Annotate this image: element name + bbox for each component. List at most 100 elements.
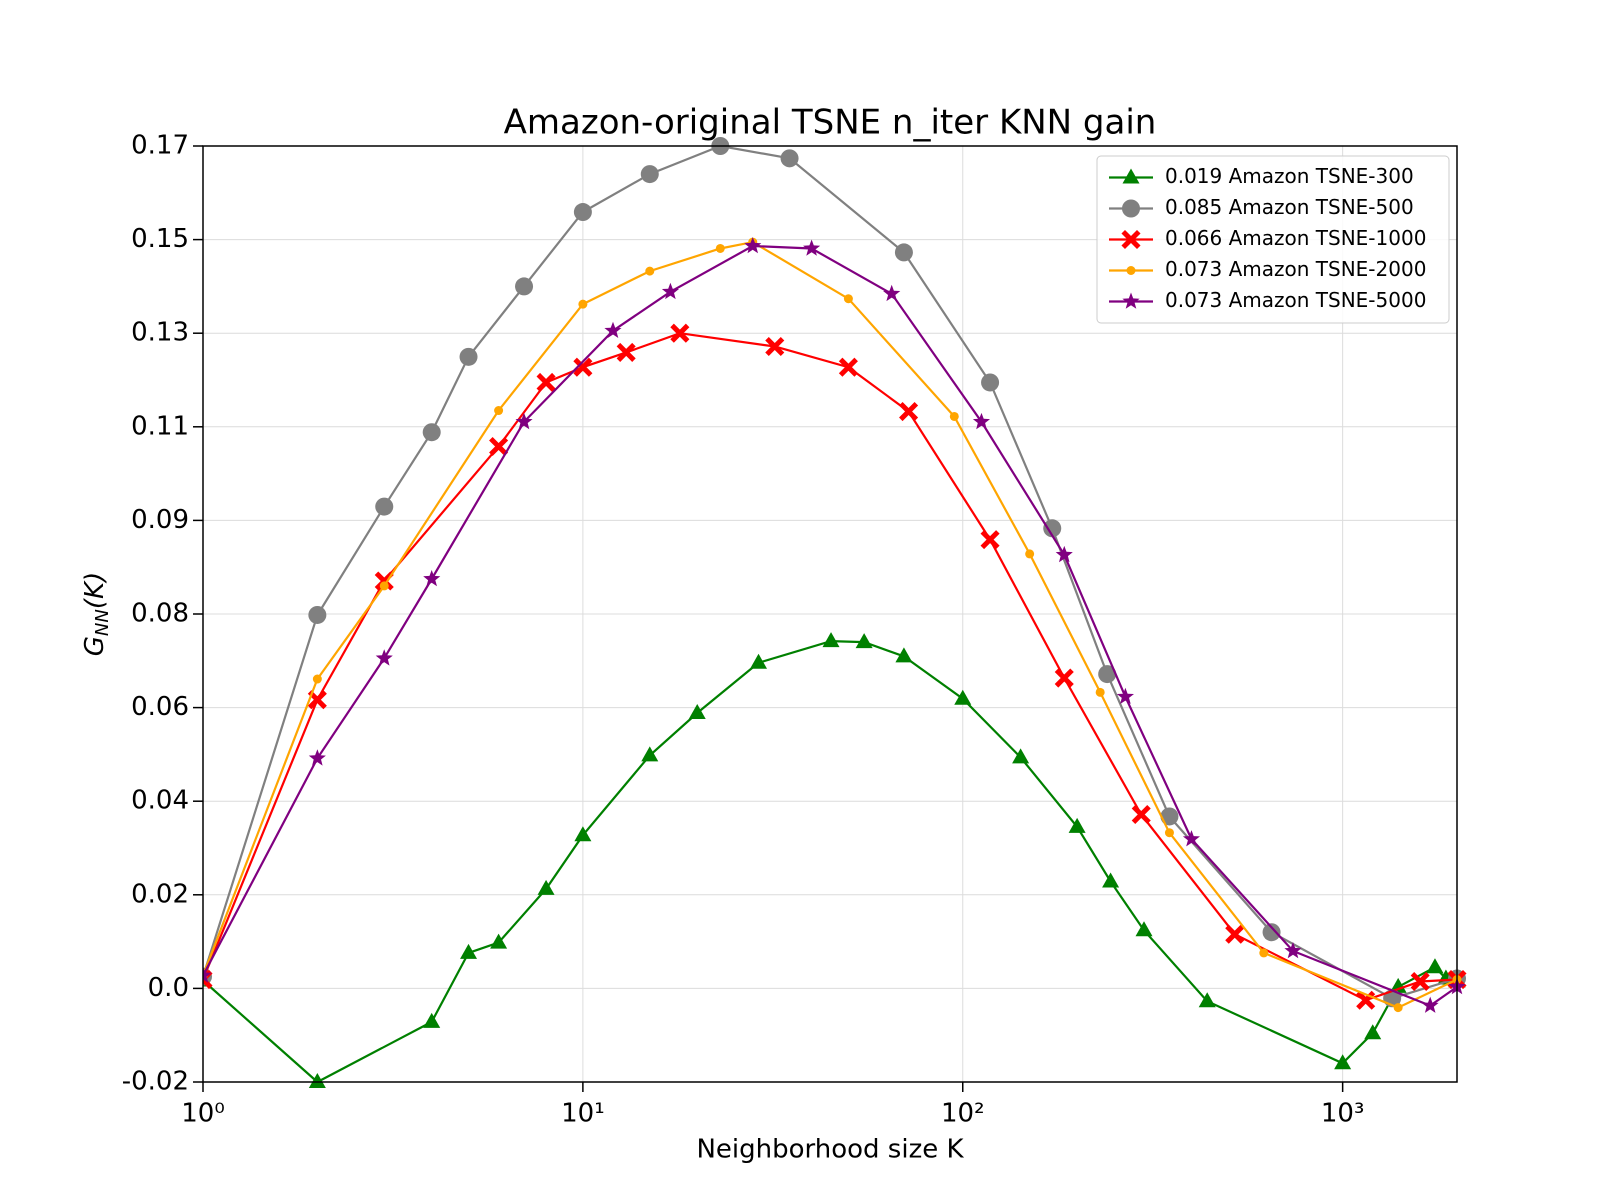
y-axis-label: GNN(K) — [80, 572, 114, 656]
marker — [895, 647, 913, 663]
marker — [423, 570, 441, 587]
marker — [1098, 665, 1117, 684]
y-tick-label: 0.02 — [131, 879, 189, 909]
y-tick-label: 0.15 — [131, 224, 189, 254]
marker — [1116, 687, 1134, 704]
marker — [1334, 1054, 1352, 1070]
marker — [375, 497, 394, 516]
y-tick-label: 0.06 — [131, 692, 189, 722]
marker — [1262, 923, 1281, 942]
marker — [573, 203, 592, 222]
marker — [750, 653, 768, 669]
marker — [894, 243, 913, 262]
marker — [645, 266, 655, 276]
x-tick-label: 10¹ — [561, 1099, 605, 1129]
y-tick-label: 0.04 — [131, 786, 189, 816]
marker — [981, 373, 1000, 392]
marker — [883, 284, 901, 302]
x-tick-label: 10² — [941, 1099, 985, 1129]
series-line — [203, 240, 1458, 1009]
marker — [803, 239, 821, 256]
legend-label: 0.066 Amazon TSNE-1000 — [1165, 226, 1426, 250]
marker — [1055, 545, 1073, 563]
marker — [640, 165, 659, 184]
marker — [1126, 266, 1136, 275]
y-tick-label: 0.17 — [131, 131, 189, 161]
marker — [1122, 168, 1140, 184]
marker — [1068, 817, 1086, 833]
legend: 0.019 Amazon TSNE-300 0.085 Amazon TSNE-5… — [1096, 155, 1450, 324]
marker — [949, 411, 959, 421]
marker — [423, 1012, 441, 1028]
marker — [670, 323, 690, 343]
marker — [661, 282, 679, 300]
marker — [375, 649, 393, 666]
y-tick-label: 0.13 — [131, 318, 189, 348]
marker — [604, 321, 622, 338]
marker — [1095, 687, 1105, 697]
marker — [515, 412, 533, 430]
y-tick-label: 0.11 — [131, 411, 189, 441]
marker — [1160, 807, 1179, 826]
marker — [688, 704, 706, 720]
marker — [822, 632, 840, 648]
marker — [536, 372, 556, 392]
marker — [1121, 229, 1141, 250]
marker — [1426, 958, 1444, 974]
marker — [379, 581, 389, 591]
series-line — [203, 244, 1458, 1007]
marker — [780, 149, 799, 168]
marker — [1259, 948, 1269, 958]
marker — [308, 1073, 326, 1088]
series-line — [203, 144, 1458, 1000]
marker — [1198, 992, 1216, 1008]
marker — [1393, 1003, 1403, 1013]
legend-box — [1096, 155, 1450, 324]
y-label-rest: (K) — [80, 572, 110, 609]
series — [203, 237, 1466, 1013]
marker — [460, 943, 478, 959]
series-line — [203, 332, 1458, 1002]
chart-title: Amazon-original TSNE n_iter KNN gain — [504, 103, 1157, 143]
legend-label: 0.085 Amazon TSNE-500 — [1165, 195, 1414, 219]
marker — [1102, 872, 1120, 888]
marker — [537, 879, 555, 895]
marker — [744, 237, 762, 254]
x-tick-label: 10⁰ — [181, 1099, 225, 1129]
marker — [1284, 942, 1302, 959]
marker — [1410, 971, 1430, 992]
legend-label: 0.019 Amazon TSNE-300 — [1165, 164, 1414, 188]
marker — [1389, 977, 1407, 993]
marker — [308, 605, 327, 624]
marker — [838, 357, 858, 377]
marker — [307, 690, 327, 710]
marker — [641, 746, 659, 762]
marker — [1364, 1024, 1382, 1040]
marker — [1135, 921, 1153, 937]
marker — [1122, 199, 1140, 218]
series — [203, 237, 1462, 1013]
marker — [1012, 748, 1030, 764]
marker — [308, 749, 326, 766]
marker — [312, 674, 322, 684]
marker — [954, 689, 972, 705]
legend-label: 0.073 Amazon TSNE-5000 — [1165, 288, 1426, 312]
marker — [980, 530, 1000, 550]
marker — [972, 412, 990, 430]
marker — [489, 436, 509, 457]
marker — [459, 347, 478, 366]
y-tick-label: 0.08 — [131, 599, 189, 629]
marker — [422, 423, 441, 442]
marker — [843, 294, 853, 304]
x-axis-label: Neighborhood size K — [696, 1135, 964, 1165]
series — [203, 632, 1466, 1088]
y-label-main: G — [80, 636, 110, 656]
marker — [1122, 292, 1140, 309]
marker — [1054, 668, 1074, 688]
plot-frame — [202, 145, 1458, 1083]
marker — [203, 966, 212, 983]
marker — [1043, 519, 1062, 538]
marker — [616, 342, 636, 362]
marker — [574, 826, 592, 842]
